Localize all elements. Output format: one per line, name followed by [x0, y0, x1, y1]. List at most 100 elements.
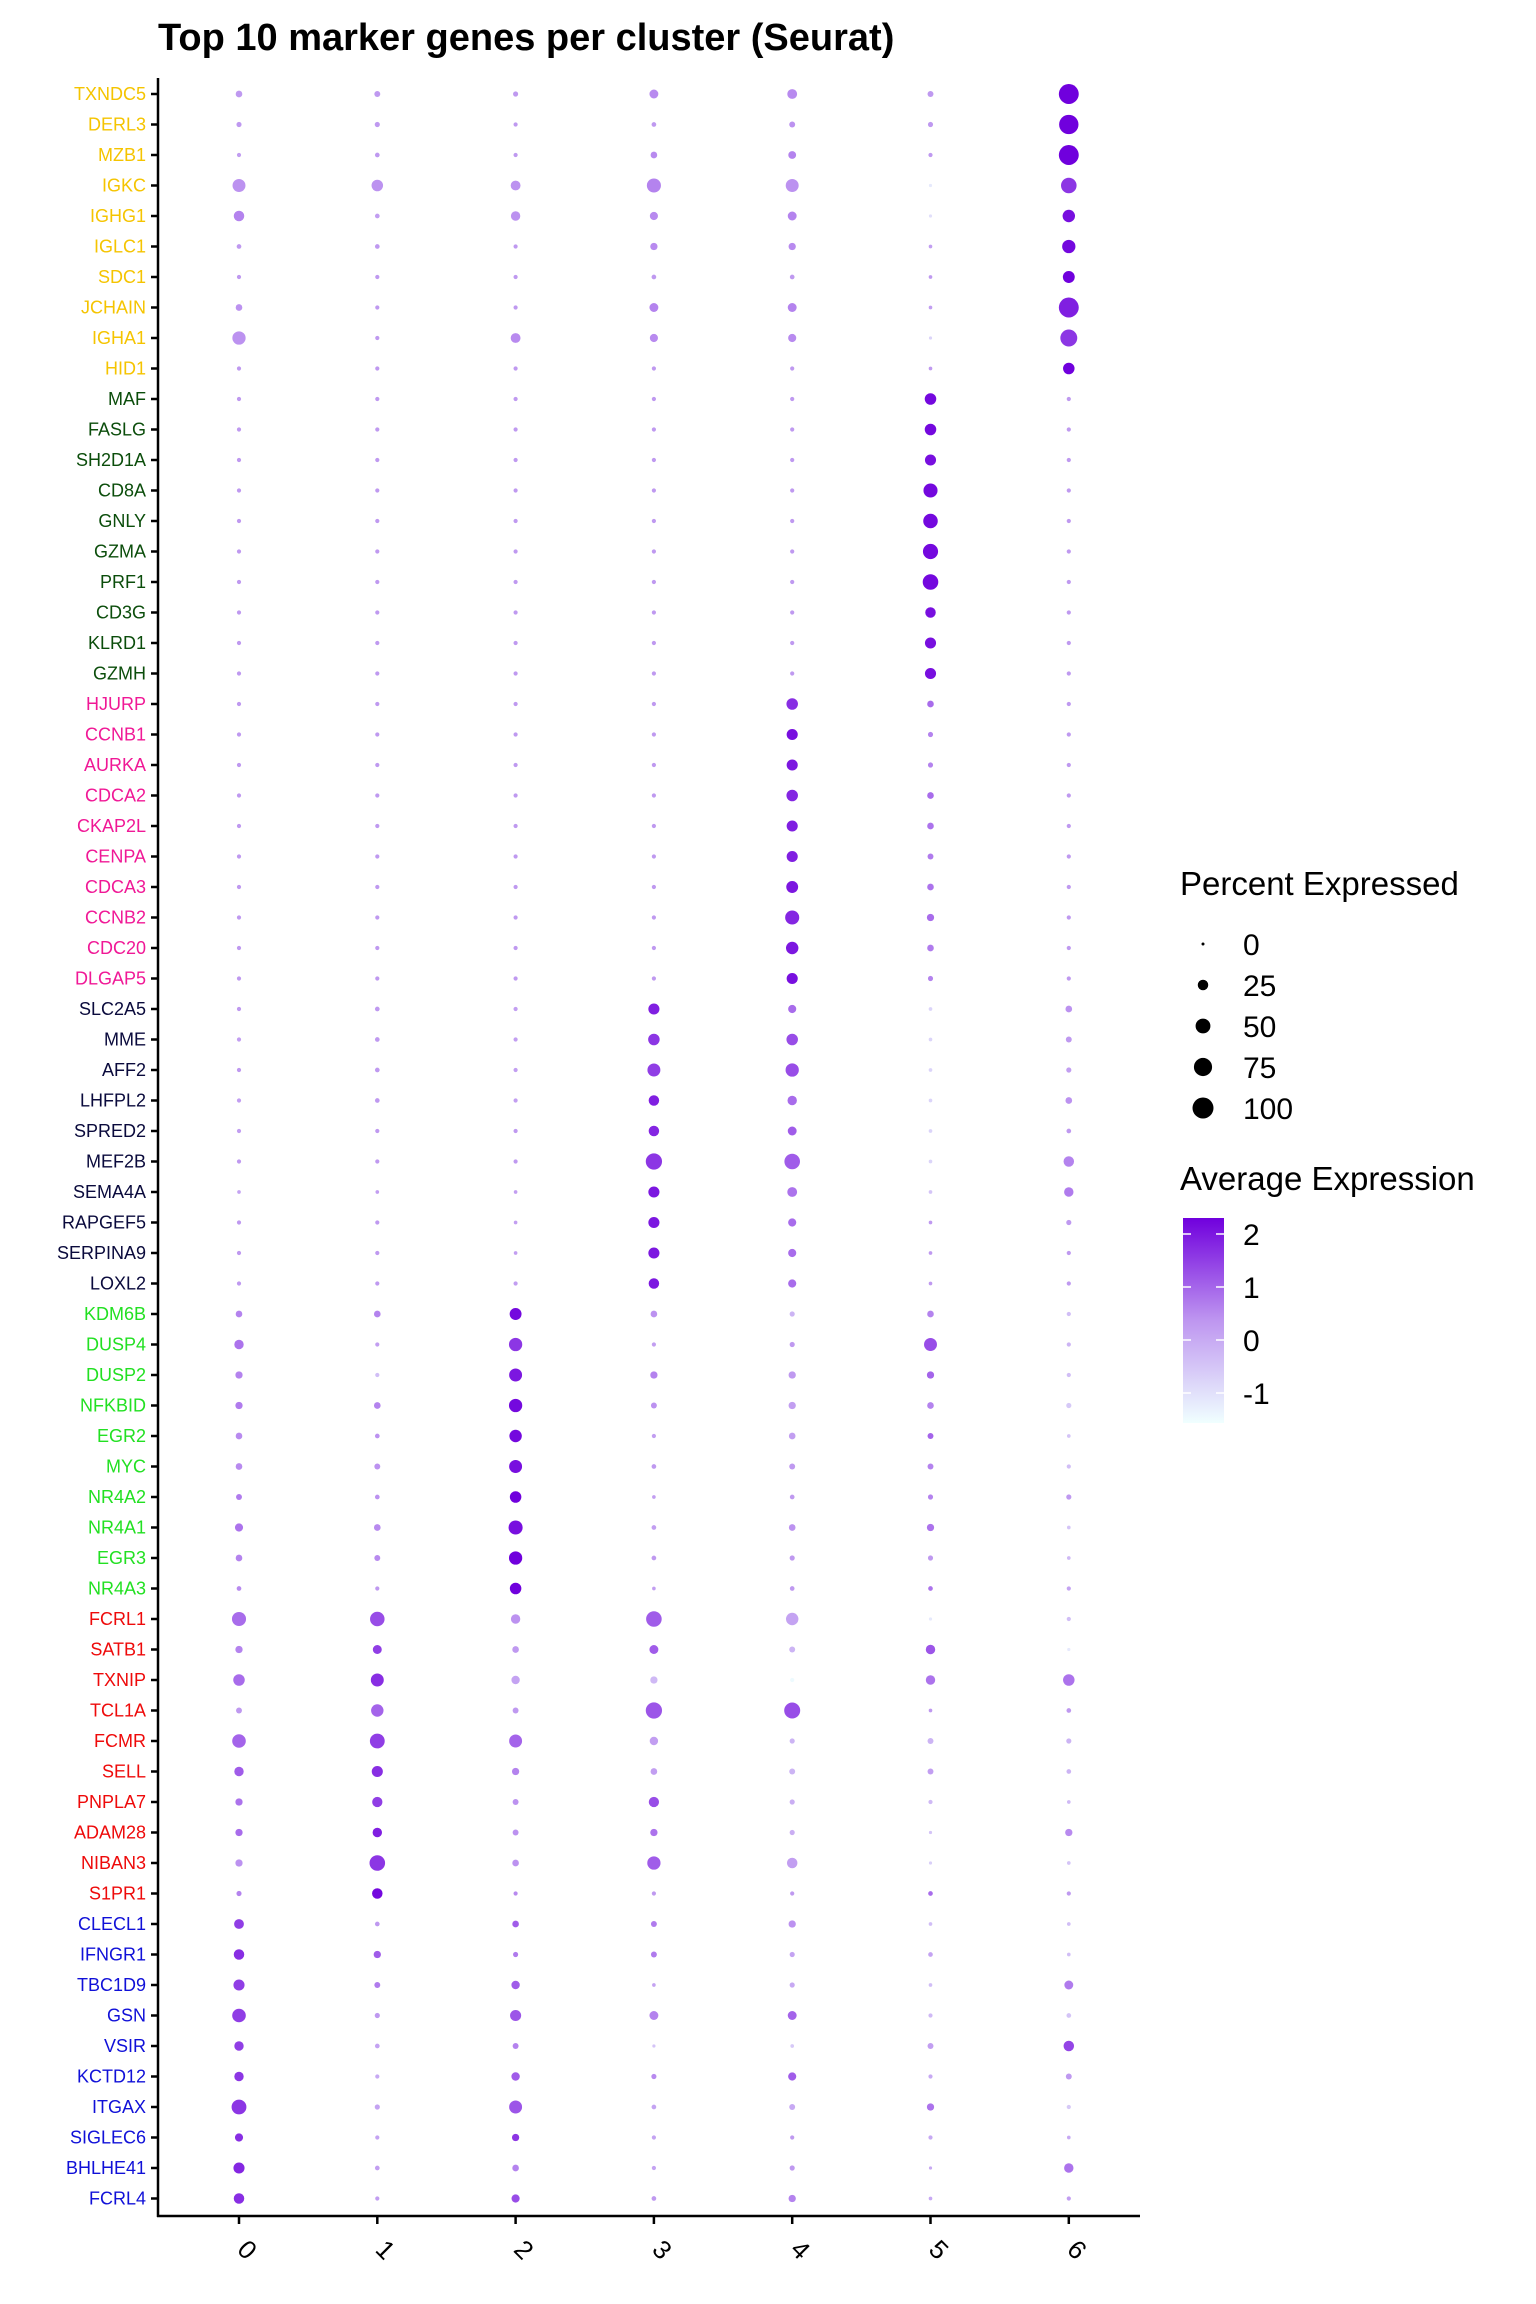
dot-point: [1063, 362, 1075, 375]
dot-point: [647, 1063, 661, 1077]
dot-point: [1066, 457, 1071, 463]
dot-point: [511, 1675, 520, 1685]
y-tick-label: MAF: [108, 389, 146, 409]
dot-point: [375, 640, 380, 646]
dot-point: [651, 579, 657, 585]
y-tick-label: CD3G: [96, 603, 146, 623]
dot-point: [1066, 396, 1071, 402]
dot-point: [1066, 915, 1071, 920]
dot-point: [236, 1098, 242, 1103]
dot-point: [651, 1891, 657, 1896]
y-tick-label: KDM6B: [84, 1304, 146, 1324]
dot-point: [789, 1951, 795, 1958]
dot-point: [645, 1702, 663, 1719]
dot-point: [236, 640, 242, 646]
y-axis-labels: TXNDC5 DERL3 MZB1 IGKC IGHG1 IGLC1 SDC1 JCHAIN I…: [57, 84, 158, 2209]
dot-point: [374, 1921, 380, 1927]
dot-point: [371, 179, 384, 192]
dot-point: [1066, 1952, 1071, 1957]
dot-point: [1066, 701, 1071, 707]
dot-point: [649, 211, 658, 221]
dot-point: [374, 121, 380, 128]
dot-point: [1063, 2040, 1075, 2052]
dot-point: [236, 915, 242, 920]
dot-point: [509, 1582, 522, 1595]
dot-point: [648, 1125, 660, 1137]
dot-point: [789, 2104, 796, 2110]
dot-point: [372, 1888, 383, 1899]
dot-point: [1063, 1674, 1075, 1686]
y-tick-label: GZMA: [94, 542, 146, 562]
color-legend-label: 1: [1243, 1272, 1260, 1305]
dot-point: [510, 1614, 521, 1624]
dot-point: [651, 1464, 657, 1469]
dot-point: [512, 1920, 519, 1928]
dot-point: [375, 793, 380, 798]
dot-point: [233, 210, 245, 222]
dot-point: [927, 1738, 934, 1744]
dot-point: [235, 1310, 243, 1318]
y-tick-label: NR4A3: [88, 1579, 146, 1599]
dot-point: [1066, 1586, 1071, 1591]
dot-point: [374, 1494, 380, 1500]
dot-point: [649, 1645, 659, 1654]
dot-point: [513, 1220, 518, 1225]
dot-point: [236, 579, 242, 585]
dot-point: [928, 1159, 933, 1164]
dot-point: [236, 1159, 242, 1164]
dot-point: [513, 549, 518, 554]
dot-point: [373, 1524, 381, 1531]
dot-point: [1066, 1891, 1071, 1896]
dot-point: [1066, 488, 1071, 493]
dot-point: [784, 1702, 801, 1719]
dot-point: [236, 762, 242, 768]
dot-point: [927, 792, 934, 799]
size-legend-label: 0: [1243, 929, 1260, 962]
dot-point: [513, 1006, 518, 1012]
dot-point: [787, 89, 798, 99]
dot-point: [928, 2135, 933, 2140]
dot-point: [1065, 1005, 1073, 1013]
dot-point: [651, 122, 657, 127]
dot-point: [1066, 1738, 1072, 1744]
dot-point: [236, 732, 242, 737]
dot-point: [236, 1128, 242, 1134]
y-tick-label: FASLG: [88, 420, 146, 440]
dot-point: [235, 1432, 243, 1440]
dot-point: [513, 518, 518, 524]
dot-point: [236, 274, 242, 280]
dot-point: [1066, 1402, 1072, 1409]
dot-point: [1066, 2135, 1071, 2140]
y-tick-label: S1PR1: [89, 1884, 146, 1904]
dot-point: [374, 213, 380, 219]
dot-point: [236, 152, 242, 158]
dot-point: [236, 366, 242, 371]
size-legend-label: 100: [1243, 1093, 1293, 1126]
dot-point: [1065, 2073, 1072, 2080]
dot-point: [511, 2194, 520, 2203]
dot-point: [509, 1368, 523, 1382]
dot-point: [927, 2043, 934, 2049]
dot-point: [786, 1857, 798, 1869]
x-tick-label: 6: [1061, 2234, 1092, 2265]
dot-point: [373, 1402, 381, 1409]
dot-point: [1066, 1281, 1071, 1286]
dot-point: [375, 732, 380, 737]
dot-point: [652, 1983, 656, 1987]
dot-point: [236, 518, 242, 524]
dot-point: [790, 610, 795, 615]
dot-point: [648, 1796, 660, 1808]
color-bar: [1183, 1218, 1224, 1423]
y-tick-label: ITGAX: [92, 2097, 146, 2117]
y-tick-label: GZMH: [93, 664, 146, 684]
dot-point: [508, 1337, 523, 1352]
dot-point: [790, 488, 795, 493]
dot-point: [235, 1554, 243, 1562]
dot-point: [789, 1829, 795, 1836]
dot-point: [371, 1704, 384, 1717]
dot-point: [651, 2165, 657, 2171]
dot-point: [652, 1586, 656, 1591]
dot-point: [232, 179, 246, 192]
dot-point: [648, 1216, 660, 1229]
dot-point: [927, 822, 934, 830]
